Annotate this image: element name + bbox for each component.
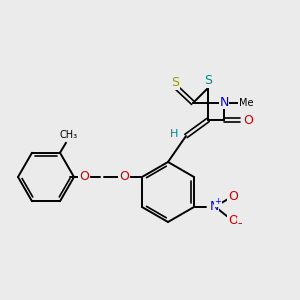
- Text: N: N: [219, 95, 229, 109]
- Text: O: O: [243, 113, 253, 127]
- Text: Me: Me: [239, 98, 253, 108]
- Text: N: N: [209, 200, 219, 214]
- Text: S: S: [171, 76, 179, 89]
- Text: O: O: [79, 170, 89, 184]
- Text: CH₃: CH₃: [60, 130, 78, 140]
- Text: O: O: [228, 214, 238, 227]
- Text: S: S: [204, 74, 212, 88]
- Text: O: O: [119, 170, 129, 184]
- Text: -: -: [238, 218, 242, 230]
- Text: H: H: [170, 129, 178, 139]
- Text: O: O: [228, 190, 238, 202]
- Text: +: +: [214, 197, 221, 206]
